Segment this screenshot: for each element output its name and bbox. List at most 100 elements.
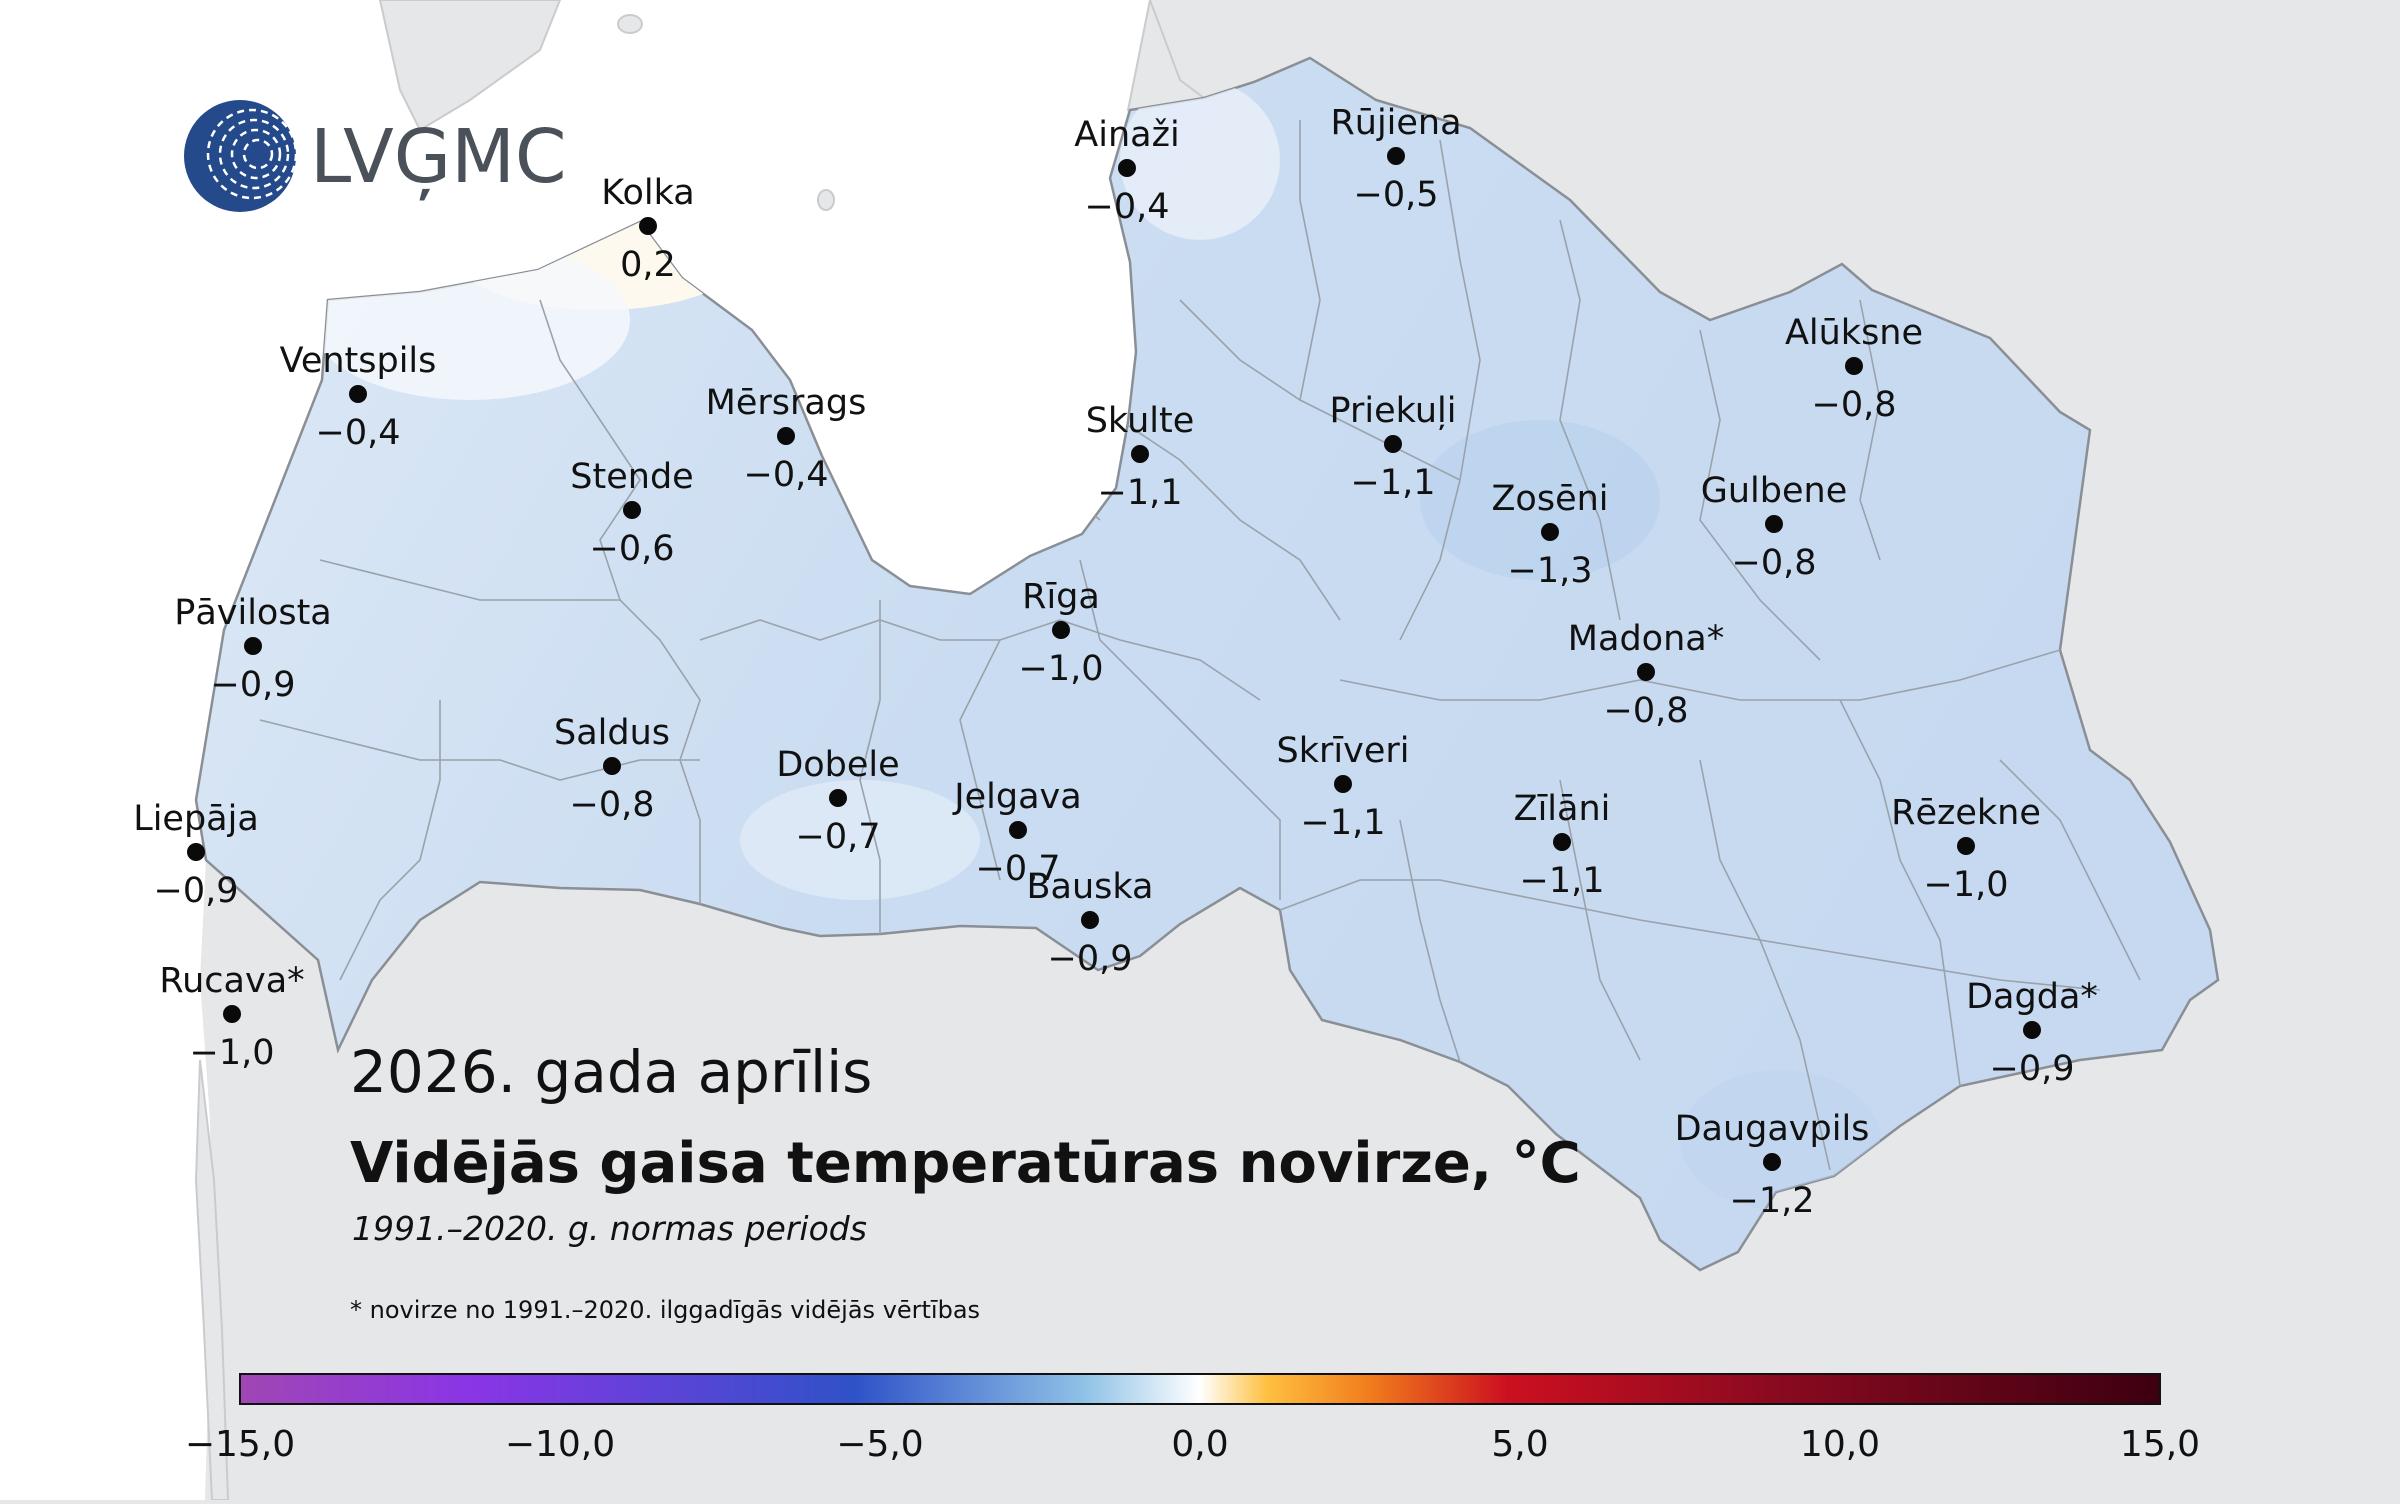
station-dot-icon xyxy=(603,757,621,775)
station-saldus: Saldus −0,8 xyxy=(554,713,670,825)
station-rucava: Rucava* −1,0 xyxy=(159,961,304,1073)
station-name: Jelgava xyxy=(952,777,1081,817)
station-dot-icon xyxy=(1384,435,1402,453)
station-value: 0,2 xyxy=(620,245,676,285)
station-value: −1,0 xyxy=(190,1033,275,1073)
station-name: Rīga xyxy=(1022,577,1100,617)
station-rūjiena: Rūjiena −0,5 xyxy=(1330,103,1461,215)
station-name: Bauska xyxy=(1027,867,1154,907)
lvgmc-logo: LVĢMC xyxy=(184,100,567,212)
station-name: Dagda* xyxy=(1966,977,2098,1017)
station-name: Dobele xyxy=(776,745,899,785)
station-rēzekne: Rēzekne −1,0 xyxy=(1891,793,2041,905)
legend-tick-label: 15,0 xyxy=(2120,1424,2200,1465)
station-value: −0,7 xyxy=(796,817,881,857)
station-alūksne: Alūksne −0,8 xyxy=(1785,313,1923,425)
station-value: −1,2 xyxy=(1730,1181,1815,1221)
municipality-borders xyxy=(259,120,2141,1171)
station-dot-icon xyxy=(349,385,367,403)
logo-text: LVĢMC xyxy=(310,114,567,201)
station-gulbene: Gulbene −0,8 xyxy=(1701,471,1848,583)
station-daugavpils: Daugavpils −1,2 xyxy=(1675,1109,1870,1221)
station-dot-icon xyxy=(1553,833,1571,851)
station-value: −0,9 xyxy=(1048,939,1133,979)
station-value: −0,5 xyxy=(1354,175,1439,215)
station-dot-icon xyxy=(2023,1021,2041,1039)
station-dot-icon xyxy=(187,843,205,861)
station-dot-icon xyxy=(1765,515,1783,533)
island xyxy=(817,189,835,211)
legend-tick-label: −10,0 xyxy=(505,1424,615,1465)
logo-rings-icon xyxy=(206,108,298,200)
station-madona: Madona* −0,8 xyxy=(1568,619,1724,731)
station-value: −0,8 xyxy=(1812,385,1897,425)
station-dobele: Dobele −0,7 xyxy=(776,745,899,857)
station-jelgava: Jelgava −0,7 xyxy=(952,777,1081,889)
station-dot-icon xyxy=(1131,445,1149,463)
station-value: −0,9 xyxy=(211,665,296,705)
island xyxy=(617,14,643,34)
legend-tick-label: −5,0 xyxy=(836,1424,923,1465)
station-kolka: Kolka 0,2 xyxy=(601,173,694,285)
station-pāvilosta: Pāvilosta −0,9 xyxy=(174,593,332,705)
station-value: −1,0 xyxy=(1019,649,1104,689)
station-dot-icon xyxy=(1541,523,1559,541)
station-value: −0,4 xyxy=(316,413,401,453)
station-name: Zīlāni xyxy=(1514,789,1611,829)
station-value: −1,1 xyxy=(1351,463,1436,503)
station-dot-icon xyxy=(1009,821,1027,839)
station-dot-icon xyxy=(1637,663,1655,681)
station-name: Pāvilosta xyxy=(174,593,332,633)
station-value: −0,6 xyxy=(590,529,675,569)
footnote: * novirze no 1991.–2020. ilggadīgās vidē… xyxy=(350,1296,980,1324)
station-priekuļi: Priekuļi −1,1 xyxy=(1330,391,1457,503)
station-skulte: Skulte −1,1 xyxy=(1086,401,1195,513)
station-dot-icon xyxy=(1957,837,1975,855)
legend-colorbar xyxy=(239,1373,2161,1405)
station-name: Mērsrags xyxy=(706,383,867,423)
station-dot-icon xyxy=(1052,621,1070,639)
station-name: Rēzekne xyxy=(1891,793,2041,833)
station-value: −1,1 xyxy=(1520,861,1605,901)
map-title: Vidējās gaisa temperatūras novirze, °C xyxy=(350,1131,1581,1196)
station-zosēni: Zosēni −1,3 xyxy=(1491,479,1608,591)
station-dot-icon xyxy=(639,217,657,235)
station-name: Saldus xyxy=(554,713,670,753)
station-ainaži: Ainaži −0,4 xyxy=(1074,115,1179,227)
station-skrīveri: Skrīveri −1,1 xyxy=(1277,731,1410,843)
station-dot-icon xyxy=(829,789,847,807)
station-dot-icon xyxy=(777,427,795,445)
station-value: −0,8 xyxy=(1732,543,1817,583)
station-dot-icon xyxy=(1118,159,1136,177)
station-value: −0,9 xyxy=(154,871,239,911)
station-name: Madona* xyxy=(1568,619,1724,659)
station-ventspils: Ventspils −0,4 xyxy=(280,341,437,453)
station-name: Stende xyxy=(570,457,693,497)
station-value: −0,8 xyxy=(570,785,655,825)
station-name: Skulte xyxy=(1086,401,1195,441)
station-zīlāni: Zīlāni −1,1 xyxy=(1514,789,1611,901)
station-value: −1,3 xyxy=(1508,551,1593,591)
saaremaa-tip xyxy=(378,0,562,132)
station-name: Liepāja xyxy=(133,799,259,839)
station-dot-icon xyxy=(1334,775,1352,793)
station-liepāja: Liepāja −0,9 xyxy=(133,799,259,911)
station-dot-icon xyxy=(1845,357,1863,375)
legend-tick-label: −15,0 xyxy=(185,1424,295,1465)
station-value: −0,7 xyxy=(976,849,1061,889)
station-dot-icon xyxy=(223,1005,241,1023)
station-name: Alūksne xyxy=(1785,313,1923,353)
station-rīga: Rīga −1,0 xyxy=(1019,577,1104,689)
station-stende: Stende −0,6 xyxy=(570,457,693,569)
station-name: Priekuļi xyxy=(1330,391,1457,431)
station-value: −0,4 xyxy=(744,455,829,495)
station-name: Skrīveri xyxy=(1277,731,1410,771)
legend-tick-label: 0,0 xyxy=(1171,1424,1228,1465)
color-legend: −15,0 −10,0 −5,0 0,0 5,0 10,0 15,0 xyxy=(185,1373,2200,1465)
station-name: Ainaži xyxy=(1074,115,1179,155)
station-layer: Ainaži −0,4 Rūjiena −0,5 Kolka 0,2 Ventspils −0… xyxy=(133,103,2098,1221)
station-name: Gulbene xyxy=(1701,471,1848,511)
station-value: −1,0 xyxy=(1924,865,2009,905)
station-bauska: Bauska −0,9 xyxy=(1027,867,1154,979)
